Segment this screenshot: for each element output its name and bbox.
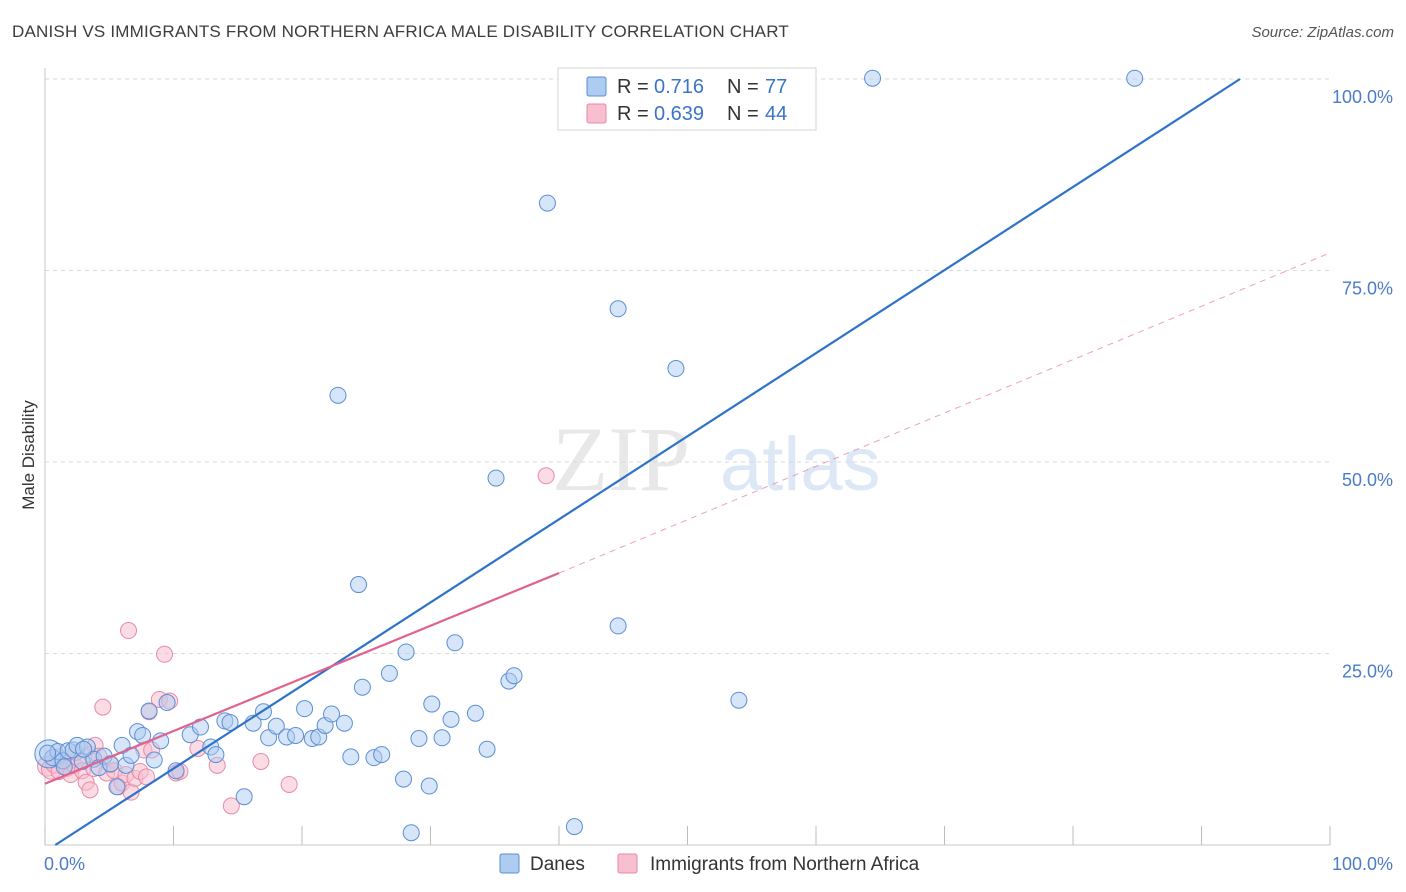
legend-n-label: N = <box>727 76 759 98</box>
danes-point <box>267 717 285 735</box>
danes-point <box>730 691 748 709</box>
danes-point <box>395 770 413 788</box>
danes-point <box>538 194 556 212</box>
bottom-legend: Danes Immigrants from Northern Africa <box>499 853 920 875</box>
legend-n-label: N = <box>727 103 759 125</box>
y-tick-label: 25.0% <box>1342 662 1393 682</box>
danes-point <box>423 695 441 713</box>
x-tick-label: 100.0% <box>1332 854 1393 874</box>
danes-point <box>609 617 627 635</box>
danes-point <box>565 818 583 836</box>
danes-point <box>402 824 420 842</box>
legend-r-label: R = <box>617 76 649 98</box>
legend-n-danes: 77 <box>765 76 787 98</box>
legend-r-danes: 0.716 <box>654 76 704 98</box>
danes-point <box>108 778 126 796</box>
danes-point <box>350 576 368 594</box>
danes-point <box>420 777 438 795</box>
danes-point <box>39 744 57 762</box>
danes-point <box>487 469 505 487</box>
danes-point <box>158 694 176 712</box>
y-tick-labels: 25.0% 50.0% 75.0% 100.0% <box>1332 87 1393 682</box>
y-tick-label: 100.0% <box>1332 87 1393 107</box>
trend-lines <box>44 78 1331 846</box>
immigrants-point <box>81 781 99 799</box>
bottom-legend-label-danes: Danes <box>530 854 585 875</box>
immigrants-point <box>94 698 112 716</box>
danes-point <box>1126 69 1144 87</box>
x-tick-label: 0.0% <box>44 854 85 874</box>
danes-point <box>140 702 158 720</box>
bottom-legend-label-immigrants: Immigrants from Northern Africa <box>650 854 920 875</box>
legend-r-label: R = <box>617 103 649 125</box>
danes-point <box>864 69 882 87</box>
danes-point <box>380 664 398 682</box>
y-tick-label: 50.0% <box>1342 470 1393 490</box>
danes-point <box>335 714 353 732</box>
immigrants-point <box>222 797 240 815</box>
x-tick-labels: 0.0% 100.0% <box>44 854 1393 874</box>
danes-point <box>466 704 484 722</box>
danes-point <box>397 643 415 661</box>
source-note: Source: ZipAtlas.com <box>1251 24 1394 41</box>
immigrants-trend-line <box>44 572 560 785</box>
legend-swatch-immigrants <box>586 103 607 124</box>
danes-point <box>478 740 496 758</box>
danes-point <box>446 634 464 652</box>
danes-point <box>505 667 523 685</box>
danes-point <box>75 740 93 758</box>
danes-point <box>342 748 360 766</box>
danes-point <box>145 751 163 769</box>
immigrants-point <box>537 467 555 485</box>
immigrants-trend-extension <box>558 252 1331 574</box>
y-tick-label: 75.0% <box>1342 279 1393 299</box>
immigrants-point <box>280 775 298 793</box>
danes-points <box>34 68 1144 842</box>
chart-title: DANISH VS IMMIGRANTS FROM NORTHERN AFRIC… <box>12 22 789 41</box>
danes-point <box>353 678 371 696</box>
y-axis-title: Male Disability <box>19 400 38 510</box>
danes-point <box>287 726 305 744</box>
danes-point <box>373 746 391 764</box>
danes-point <box>329 386 347 404</box>
danes-trend-line <box>54 78 1241 846</box>
danes-point <box>167 762 185 780</box>
gridlines <box>45 78 1330 654</box>
legend-n-immigrants: 44 <box>765 103 787 125</box>
danes-point <box>221 713 239 731</box>
danes-point <box>235 788 253 806</box>
danes-point <box>207 746 225 764</box>
danes-point <box>442 710 460 728</box>
bottom-legend-swatch-immigrants <box>617 853 638 874</box>
legend-r-immigrants: 0.639 <box>654 103 704 125</box>
immigrants-point <box>156 645 174 663</box>
danes-point <box>296 700 314 718</box>
immigrants-point <box>252 753 270 771</box>
watermark-atlas: atlas <box>720 422 881 507</box>
immigrants-point <box>120 622 138 640</box>
danes-point <box>667 360 685 378</box>
watermark-zip: ZIP <box>552 408 690 510</box>
danes-point <box>323 705 341 723</box>
legend-swatch-danes <box>586 76 607 97</box>
legend: R = 0.716 N = 77 R = 0.639 N = 44 <box>557 67 817 131</box>
bottom-legend-swatch-danes <box>499 853 520 874</box>
x-ticks <box>44 826 1331 845</box>
danes-point <box>433 729 451 747</box>
danes-point <box>410 730 428 748</box>
danes-point <box>609 300 627 318</box>
watermark: ZIP atlas <box>552 408 881 510</box>
